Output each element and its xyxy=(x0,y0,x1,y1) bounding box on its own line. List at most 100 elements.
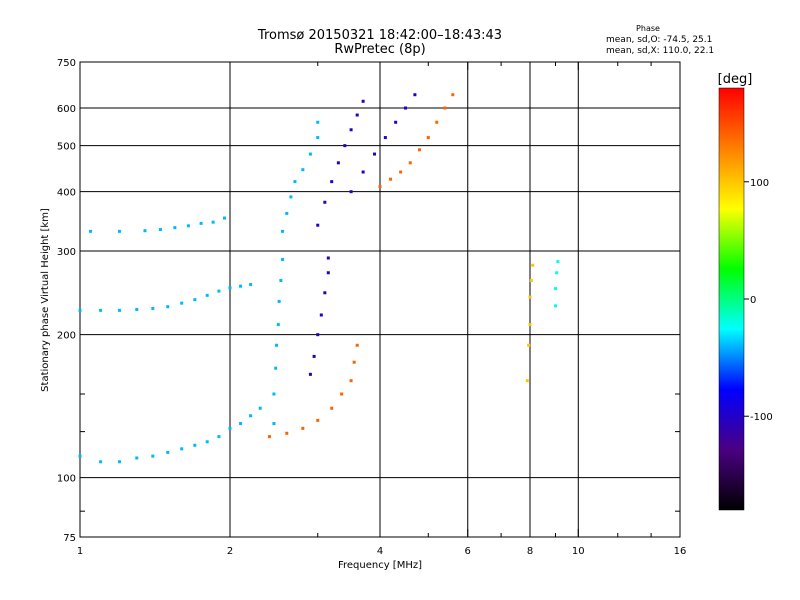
data-point xyxy=(274,366,278,370)
data-point xyxy=(228,286,232,290)
x-tick-label: 2 xyxy=(227,546,233,557)
data-point xyxy=(349,190,353,194)
data-point xyxy=(193,443,197,447)
data-point xyxy=(383,136,387,140)
data-point xyxy=(361,99,365,103)
data-point xyxy=(525,379,529,383)
data-point xyxy=(555,271,559,275)
colorbar-ticks: 100 0 -100 xyxy=(744,178,773,423)
data-point xyxy=(316,223,320,227)
data-point xyxy=(186,224,190,228)
data-point xyxy=(326,271,330,275)
x-axis-ticks: 1 2 4 6 8 10 16 xyxy=(77,62,687,557)
chart-title: Tromsø 20150321 18:42:00–18:43:43 xyxy=(257,28,502,43)
data-point xyxy=(326,256,330,260)
data-point xyxy=(289,195,293,199)
data-point xyxy=(349,128,353,132)
data-point xyxy=(276,323,280,327)
data-point xyxy=(258,406,262,410)
data-point xyxy=(285,211,289,215)
data-point xyxy=(301,426,305,430)
data-point xyxy=(199,221,203,225)
data-point xyxy=(211,220,215,224)
data-point xyxy=(239,422,243,426)
data-point xyxy=(293,180,297,184)
chart-subtitle: RwPretec (8p) xyxy=(334,42,425,57)
data-point xyxy=(78,454,82,458)
y-axis-label: Stationary phase Virtual Height [km] xyxy=(40,208,51,392)
data-point xyxy=(316,418,320,422)
data-point xyxy=(249,283,253,287)
data-point xyxy=(528,323,532,327)
data-point xyxy=(308,152,312,156)
data-point xyxy=(553,304,557,308)
data-point xyxy=(408,161,412,165)
x-tick-label: 10 xyxy=(572,546,585,557)
data-point xyxy=(323,291,327,295)
data-point xyxy=(117,229,121,233)
x-tick-label: 4 xyxy=(377,546,383,557)
colorbar-tick-label: 0 xyxy=(750,295,756,306)
y-tick-label: 400 xyxy=(57,188,76,199)
data-point xyxy=(151,307,155,311)
data-point xyxy=(394,120,398,124)
x-tick-label: 6 xyxy=(465,546,471,557)
data-point xyxy=(205,293,209,297)
data-point xyxy=(275,343,279,347)
data-point xyxy=(301,168,305,172)
data-point xyxy=(417,148,421,152)
data-point xyxy=(528,295,532,299)
data-point xyxy=(529,279,533,283)
y-tick-label: 500 xyxy=(57,142,76,153)
data-point xyxy=(249,414,253,418)
data-point xyxy=(272,392,276,396)
grid-lines xyxy=(80,62,680,537)
colorbar-tick-label: -100 xyxy=(750,412,773,423)
x-tick-label: 16 xyxy=(674,546,687,557)
legend-line-o: mean, sd,O: -74.5, 25.1 xyxy=(606,35,712,45)
y-tick-label: 200 xyxy=(57,331,76,342)
data-point xyxy=(443,106,447,110)
data-point xyxy=(527,343,531,347)
data-point xyxy=(316,120,320,124)
data-point xyxy=(285,431,289,435)
data-point xyxy=(399,170,403,174)
data-point xyxy=(308,372,312,376)
data-point xyxy=(531,263,535,267)
data-point xyxy=(355,343,359,347)
data-point xyxy=(355,113,359,117)
colorbar: [deg] 100 0 -100 xyxy=(718,72,773,511)
data-point xyxy=(312,354,316,358)
data-point xyxy=(158,227,162,231)
data-point xyxy=(143,229,147,233)
data-point xyxy=(272,422,276,426)
data-point xyxy=(343,144,347,148)
data-point xyxy=(180,447,184,451)
data-point xyxy=(173,226,177,230)
data-point xyxy=(330,406,334,410)
colorbar-label: [deg] xyxy=(718,72,753,87)
data-points xyxy=(78,93,560,464)
legend-title: Phase xyxy=(636,24,660,33)
data-point xyxy=(78,308,82,312)
data-point xyxy=(389,177,393,181)
x-tick-label: 8 xyxy=(527,546,533,557)
data-point xyxy=(99,460,103,464)
data-point xyxy=(340,392,344,396)
data-point xyxy=(217,289,221,293)
data-point xyxy=(556,260,560,264)
data-point xyxy=(99,308,103,312)
data-point xyxy=(166,305,170,309)
data-point xyxy=(413,93,417,97)
data-point xyxy=(361,170,365,174)
data-point xyxy=(151,454,155,458)
data-point xyxy=(349,379,353,383)
y-tick-label: 600 xyxy=(57,104,76,115)
data-point xyxy=(281,229,285,233)
data-point xyxy=(378,185,382,189)
data-point xyxy=(352,360,356,364)
data-point xyxy=(281,257,285,261)
data-point xyxy=(239,284,243,288)
data-point xyxy=(117,308,121,312)
